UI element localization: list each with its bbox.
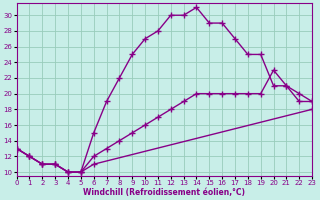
X-axis label: Windchill (Refroidissement éolien,°C): Windchill (Refroidissement éolien,°C) [84, 188, 245, 197]
